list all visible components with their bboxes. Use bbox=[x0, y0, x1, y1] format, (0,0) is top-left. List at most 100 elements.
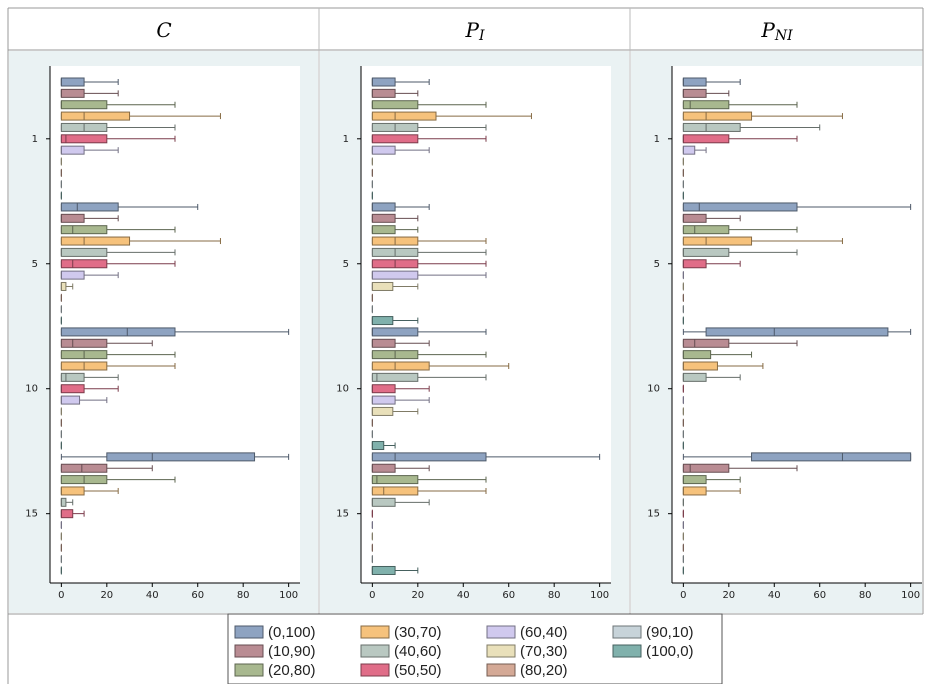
x-tick-label: 40 bbox=[146, 590, 159, 601]
box bbox=[371, 338, 396, 348]
legend-label: (40,60) bbox=[394, 643, 442, 660]
box bbox=[682, 486, 707, 496]
box bbox=[682, 225, 730, 235]
y-tick-label: 10 bbox=[647, 384, 660, 395]
legend-label: (90,10) bbox=[646, 624, 694, 641]
box bbox=[682, 361, 718, 371]
box bbox=[371, 145, 396, 155]
x-tick-label: 0 bbox=[58, 590, 64, 601]
box bbox=[371, 100, 419, 110]
x-tick-label: 80 bbox=[859, 590, 872, 601]
panel-title: PNI bbox=[760, 18, 793, 45]
box bbox=[371, 327, 419, 337]
x-tick-label: 60 bbox=[191, 590, 204, 601]
y-tick-label: 15 bbox=[647, 509, 660, 520]
x-tick-label: 40 bbox=[768, 590, 781, 601]
legend-label: (20,80) bbox=[268, 662, 316, 679]
legend-label: (70,30) bbox=[520, 643, 568, 660]
legend-label: (80,20) bbox=[520, 662, 568, 679]
legend-swatch bbox=[612, 644, 642, 658]
x-tick-label: 20 bbox=[722, 590, 735, 601]
box bbox=[60, 145, 85, 155]
box bbox=[60, 202, 119, 212]
legend-swatch bbox=[612, 625, 642, 639]
y-tick-label: 1 bbox=[343, 134, 349, 145]
box bbox=[60, 247, 108, 257]
box bbox=[371, 463, 396, 473]
box bbox=[371, 88, 396, 98]
box bbox=[371, 384, 396, 394]
y-tick-label: 10 bbox=[25, 384, 38, 395]
y-tick-label: 1 bbox=[32, 134, 38, 145]
box bbox=[371, 225, 396, 235]
box bbox=[371, 270, 419, 280]
box bbox=[751, 452, 912, 462]
box bbox=[60, 372, 85, 382]
legend-swatch bbox=[234, 644, 264, 658]
legend-swatch bbox=[234, 625, 264, 639]
box bbox=[371, 486, 419, 496]
box bbox=[371, 111, 437, 121]
panel-title: PI bbox=[465, 18, 485, 45]
box bbox=[60, 88, 85, 98]
x-tick-label: 20 bbox=[100, 590, 113, 601]
plot-area bbox=[672, 66, 922, 583]
box bbox=[371, 134, 419, 144]
box bbox=[371, 77, 396, 87]
box bbox=[371, 497, 396, 507]
plot-area bbox=[361, 66, 611, 583]
box bbox=[371, 361, 430, 371]
box bbox=[682, 259, 707, 269]
legend-swatch bbox=[486, 644, 516, 658]
x-tick-label: 80 bbox=[548, 590, 561, 601]
title-subscript: NI bbox=[774, 28, 793, 44]
box bbox=[60, 225, 108, 235]
box bbox=[60, 77, 85, 87]
box bbox=[60, 281, 67, 291]
x-tick-label: 80 bbox=[237, 590, 250, 601]
y-tick-label: 10 bbox=[336, 384, 349, 395]
box bbox=[60, 213, 85, 223]
y-tick-label: 15 bbox=[25, 509, 38, 520]
box bbox=[60, 463, 108, 473]
legend-swatch bbox=[486, 625, 516, 639]
box bbox=[371, 202, 396, 212]
legend-label: (100,0) bbox=[646, 643, 694, 660]
box bbox=[371, 452, 487, 462]
legend-label: (60,40) bbox=[520, 624, 568, 641]
box bbox=[705, 327, 889, 337]
box bbox=[682, 122, 741, 132]
box bbox=[60, 338, 108, 348]
y-tick-label: 5 bbox=[654, 259, 660, 270]
title-text: C bbox=[156, 18, 171, 42]
box bbox=[60, 111, 131, 121]
x-tick-label: 20 bbox=[411, 590, 424, 601]
box bbox=[682, 100, 730, 110]
y-tick-label: 15 bbox=[336, 509, 349, 520]
box bbox=[60, 134, 108, 144]
box bbox=[682, 202, 798, 212]
box bbox=[60, 486, 85, 496]
box bbox=[60, 270, 85, 280]
box bbox=[682, 213, 707, 223]
box bbox=[682, 463, 730, 473]
panel-title: C bbox=[156, 18, 171, 42]
x-tick-label: 0 bbox=[680, 590, 686, 601]
x-tick-label: 100 bbox=[901, 590, 920, 601]
plot-area bbox=[50, 66, 300, 583]
box bbox=[682, 475, 707, 485]
legend-swatch bbox=[360, 663, 390, 677]
box bbox=[682, 372, 707, 382]
box bbox=[371, 281, 394, 291]
box bbox=[106, 452, 256, 462]
legend-swatch bbox=[360, 644, 390, 658]
box bbox=[682, 338, 730, 348]
x-tick-label: 60 bbox=[502, 590, 515, 601]
y-tick-label: 5 bbox=[32, 259, 38, 270]
box bbox=[60, 509, 74, 519]
box bbox=[371, 406, 394, 416]
x-tick-label: 0 bbox=[369, 590, 375, 601]
box bbox=[682, 350, 712, 360]
box bbox=[371, 565, 396, 575]
